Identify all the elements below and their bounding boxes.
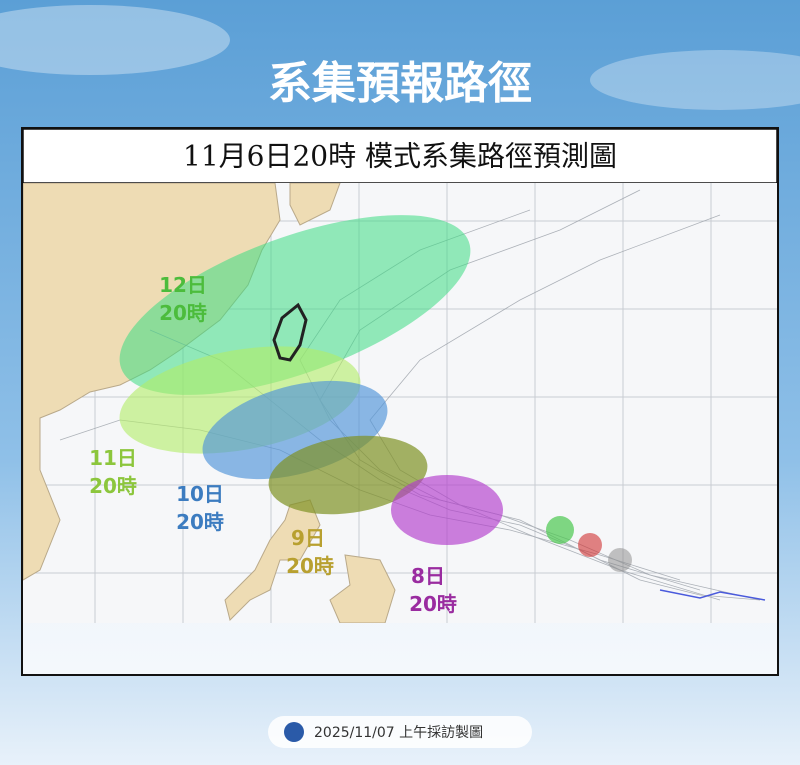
label-time: 20時 (89, 474, 137, 498)
area-day12 (119, 215, 471, 395)
area-day9 (268, 435, 428, 515)
subtitle: 11月6日20時 模式系集路徑預測圖 (183, 140, 617, 173)
subtitle-band (22, 128, 778, 184)
land (289, 183, 341, 226)
label-day: 11日 (89, 446, 137, 470)
logo (284, 722, 304, 742)
cloud (590, 50, 800, 110)
label-day: 10日 (176, 482, 224, 506)
label-time: 20時 (159, 301, 207, 325)
land (329, 554, 396, 623)
label-day: 8日 (411, 564, 445, 588)
label-time: 20時 (176, 510, 224, 534)
ensemble-points (546, 516, 632, 572)
land (224, 499, 321, 621)
area-day8 (391, 475, 503, 545)
footer-pill (268, 716, 532, 748)
label-day: 9日 (291, 526, 325, 550)
footer-text: 2025/11/07 上午採訪製圖 (314, 725, 483, 741)
title: 系集預報路徑 (268, 58, 532, 109)
cloud (0, 5, 230, 75)
map (23, 183, 777, 623)
label-time: 20時 (286, 554, 334, 578)
label-time: 20時 (409, 592, 457, 616)
track-observed (659, 589, 766, 601)
label-day: 12日 (159, 273, 207, 297)
taiwan (272, 302, 308, 362)
